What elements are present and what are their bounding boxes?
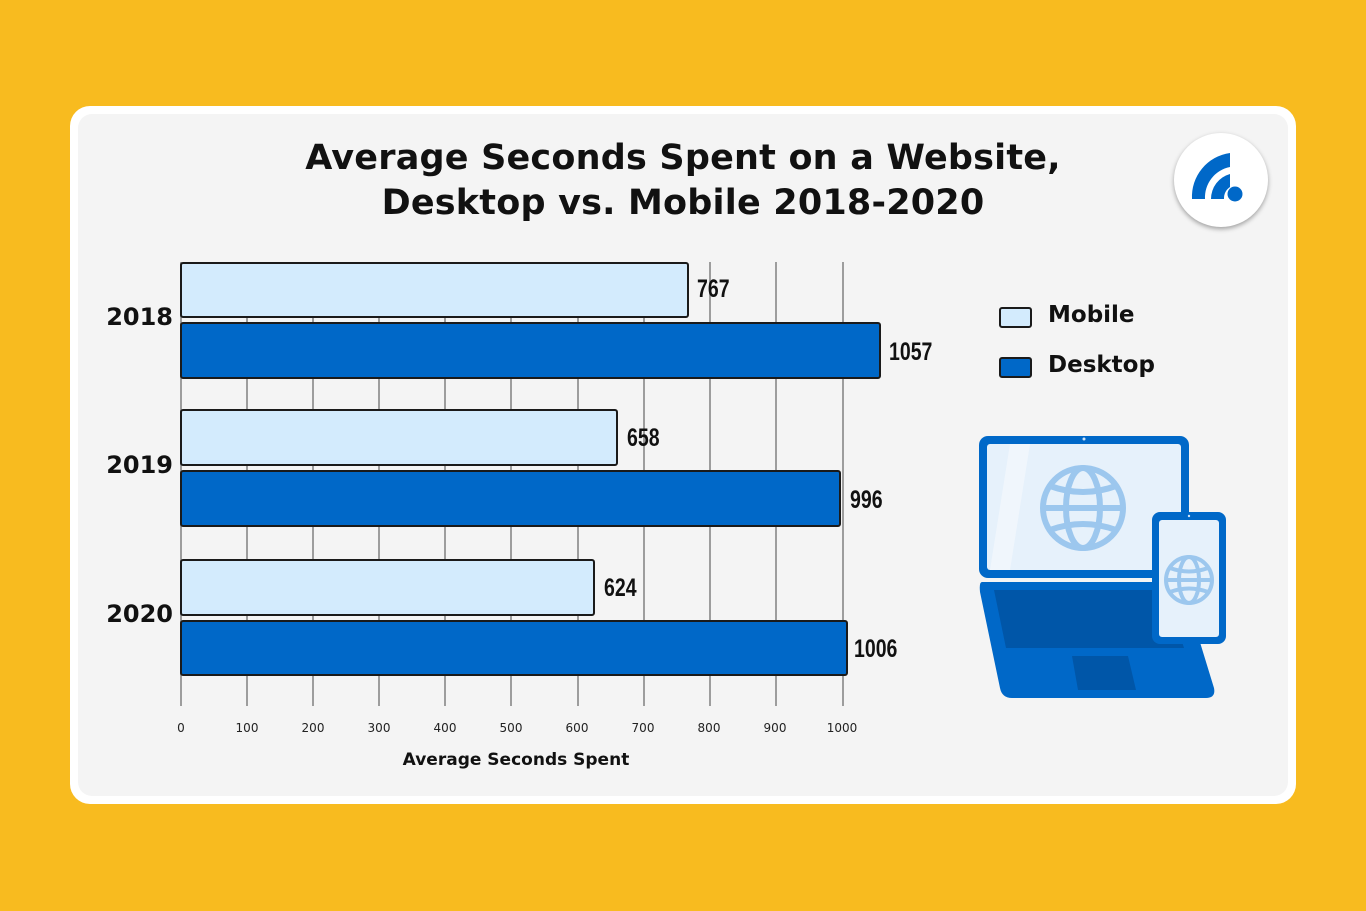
x-tick-label: 300 [367, 721, 391, 735]
x-tick-label: 1000 [826, 721, 858, 735]
legend-swatch-mobile [999, 307, 1032, 328]
year-label-2019: 2019 [106, 451, 173, 479]
bar-mobile-2019 [180, 409, 618, 466]
chart-title-line-1: Average Seconds Spent on a Website, [305, 138, 1061, 178]
bar-desktop-2019 [180, 470, 841, 527]
bar-desktop-2018 [180, 322, 881, 379]
chart-title: Average Seconds Spent on a Website, Desk… [0, 136, 1366, 226]
x-tick-label: 100 [235, 721, 259, 735]
x-tick-label: 400 [433, 721, 457, 735]
x-tick-label: 200 [301, 721, 325, 735]
value-label-mobile-2018: 767 [697, 275, 730, 303]
gridline-1000 [842, 262, 844, 706]
legend-label-mobile: Mobile [1048, 302, 1135, 328]
year-label-2020: 2020 [106, 600, 173, 628]
x-tick-label: 900 [763, 721, 787, 735]
x-tick-label: 500 [499, 721, 523, 735]
value-label-desktop-2018: 1057 [889, 338, 933, 366]
bar-mobile-2018 [180, 262, 689, 318]
chart-title-line-2: Desktop vs. Mobile 2018-2020 [381, 183, 985, 223]
laptop-and-phone-globe-icon [970, 430, 1240, 710]
value-label-mobile-2019: 658 [627, 424, 660, 452]
legend-swatch-desktop [999, 357, 1032, 378]
value-label-desktop-2019: 996 [850, 486, 883, 514]
legend-label-desktop: Desktop [1048, 352, 1155, 378]
brand-badge [1174, 133, 1268, 227]
x-tick-label: 0 [177, 721, 185, 735]
year-label-2018: 2018 [106, 303, 173, 331]
signal-feed-icon [1191, 153, 1243, 202]
value-label-desktop-2020: 1006 [854, 635, 898, 663]
value-label-mobile-2020: 624 [604, 574, 637, 602]
x-tick-label: 800 [697, 721, 721, 735]
x-axis-title: Average Seconds Spent [402, 750, 630, 770]
bar-mobile-2020 [180, 559, 595, 616]
x-tick-label: 700 [631, 721, 655, 735]
bar-desktop-2020 [180, 620, 848, 676]
x-tick-label: 600 [565, 721, 589, 735]
